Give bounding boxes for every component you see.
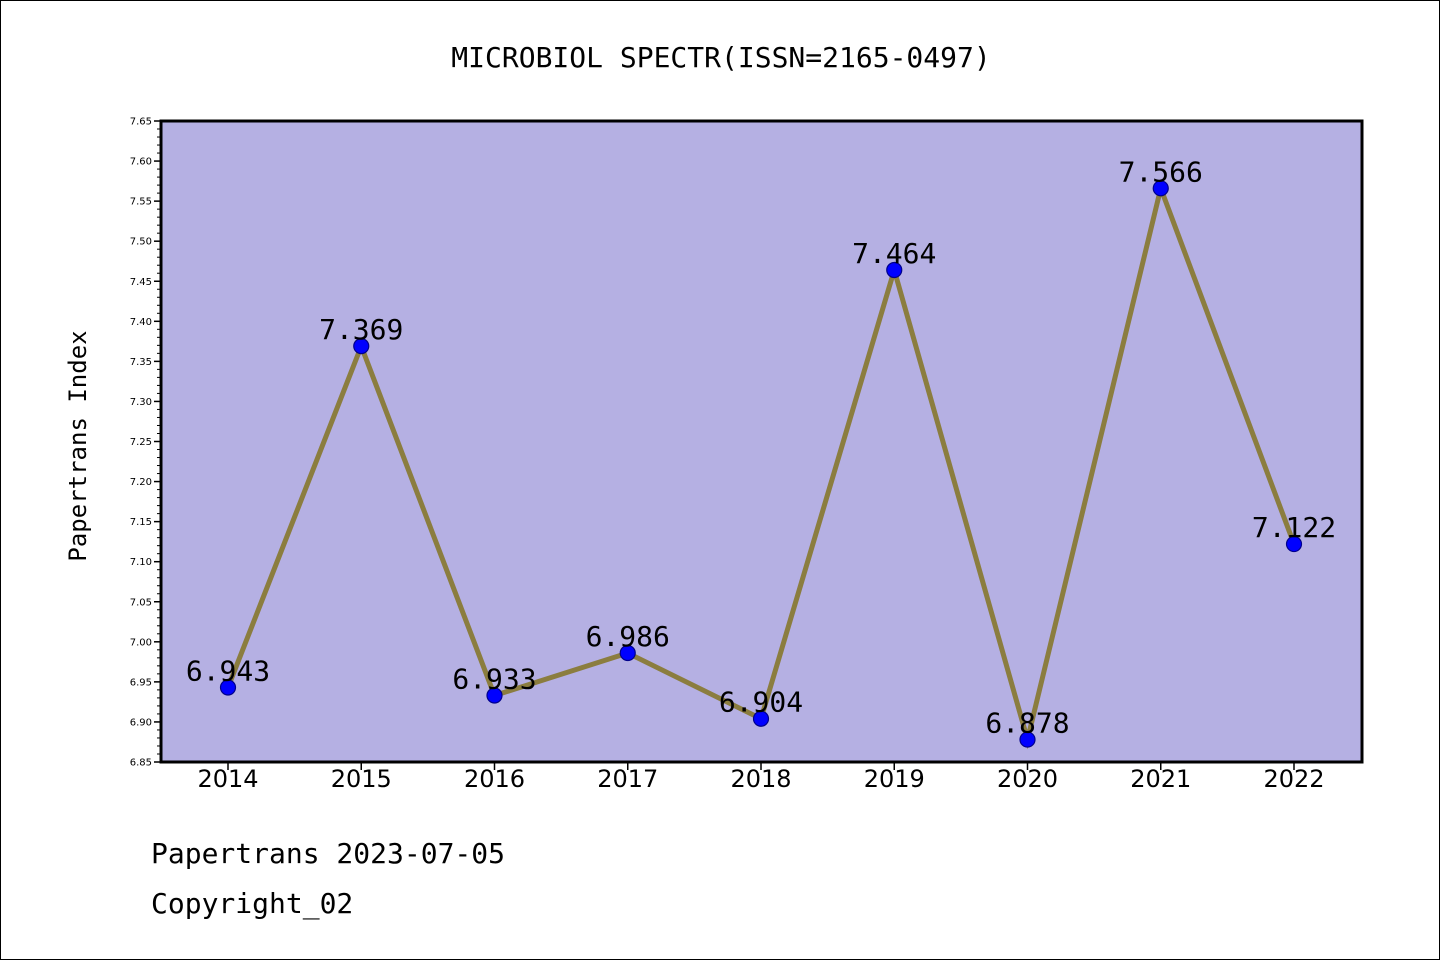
x-tick-label: 2016 bbox=[464, 765, 525, 793]
y-tick-label: 7.05 bbox=[130, 597, 152, 608]
data-label: 7.464 bbox=[852, 237, 936, 270]
data-label: 6.986 bbox=[586, 620, 670, 653]
x-tick-label: 2017 bbox=[597, 765, 658, 793]
x-tick-label: 2020 bbox=[997, 765, 1058, 793]
y-tick-label: 7.25 bbox=[130, 437, 152, 448]
x-tick-label: 2021 bbox=[1130, 765, 1191, 793]
y-tick-label: 7.35 bbox=[130, 357, 152, 368]
y-tick-label: 6.90 bbox=[130, 717, 152, 728]
data-point bbox=[353, 338, 370, 355]
data-label: 6.943 bbox=[186, 654, 270, 687]
x-tick-label: 2018 bbox=[730, 765, 791, 793]
data-label: 7.369 bbox=[319, 313, 403, 346]
x-tick-label: 2019 bbox=[864, 765, 925, 793]
data-point bbox=[1019, 731, 1036, 748]
plot-area bbox=[159, 119, 1364, 764]
x-tick-label: 2022 bbox=[1263, 765, 1324, 793]
y-tick-label: 7.50 bbox=[130, 237, 152, 248]
x-tick-label: 2015 bbox=[331, 765, 392, 793]
y-axis: 6.85 6.90 6.95 7.00 7.05 7.10 7.15 7.20 7.25 7.30… bbox=[130, 117, 161, 769]
data-point bbox=[1152, 180, 1169, 197]
y-tick-label: 7.15 bbox=[130, 517, 152, 528]
chart-title: MICROBIOL SPECTR(ISSN=2165-0497) bbox=[451, 41, 990, 74]
y-tick-label: 7.00 bbox=[130, 637, 152, 648]
data-label: 7.566 bbox=[1119, 155, 1203, 188]
y-tick-label: 6.85 bbox=[130, 758, 152, 769]
data-label: 6.878 bbox=[985, 707, 1069, 740]
y-tick-label: 7.60 bbox=[130, 157, 152, 168]
data-label: 6.933 bbox=[452, 662, 536, 695]
data-point bbox=[486, 687, 503, 704]
y-tick-label: 7.65 bbox=[130, 117, 152, 128]
y-tick-label: 7.55 bbox=[130, 197, 152, 208]
data-point bbox=[886, 261, 903, 279]
footer-date-text: Papertrans 2023-07-05 bbox=[151, 837, 506, 870]
data-point bbox=[752, 710, 770, 727]
y-tick-label: 7.30 bbox=[130, 397, 152, 408]
data-point bbox=[619, 644, 636, 662]
y-axis-label: Papertrans Index bbox=[64, 330, 92, 561]
footer-copyright-text: Copyright_02 bbox=[151, 887, 354, 920]
y-tick-label: 7.10 bbox=[130, 557, 152, 568]
y-tick-label: 6.95 bbox=[130, 677, 152, 688]
x-tick-label: 2014 bbox=[197, 765, 258, 793]
data-label: 7.122 bbox=[1252, 511, 1336, 544]
series-layer: 6.943 7.369 6.933 6.986 6.904 7.464 6.878 7.566… bbox=[186, 155, 1336, 750]
data-point bbox=[1285, 535, 1303, 553]
data-point bbox=[219, 679, 237, 696]
x-axis: 2014 2015 2016 2017 2018 2019 2020 2021 2022 bbox=[197, 762, 1325, 793]
y-tick-label: 7.40 bbox=[130, 317, 152, 328]
y-tick-label: 7.45 bbox=[130, 277, 152, 288]
y-tick-label: 7.20 bbox=[130, 477, 152, 488]
data-label: 6.904 bbox=[719, 686, 803, 719]
